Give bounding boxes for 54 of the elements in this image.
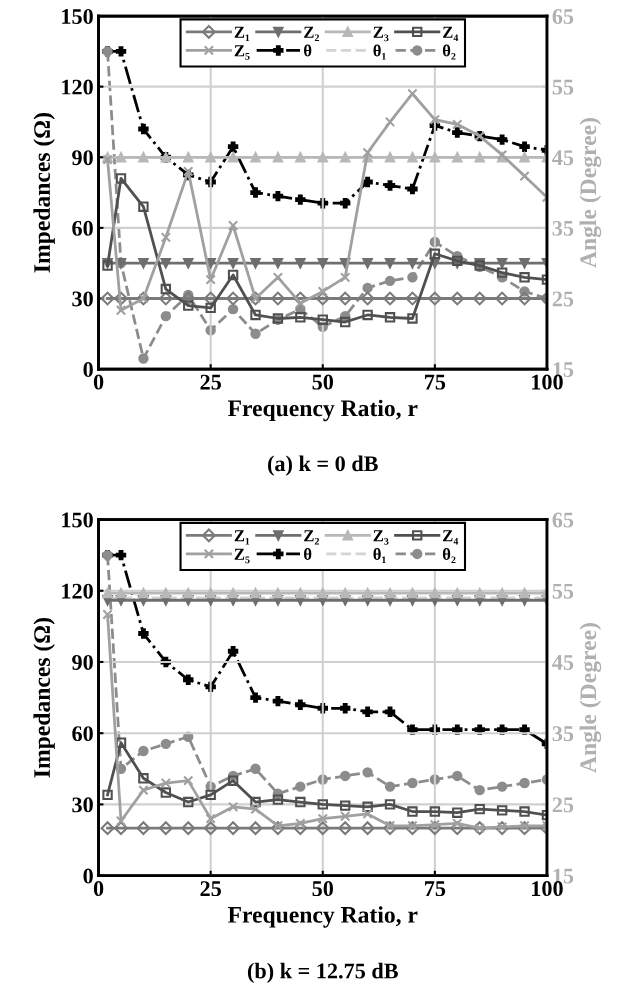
x-axis-title: Frequency Ratio, r: [227, 399, 418, 422]
y2-tick-label: 55: [552, 583, 574, 599]
legend-label: θ: [304, 548, 312, 560]
x-tick-label: 0: [93, 881, 104, 897]
y-tick-label: 150: [62, 8, 93, 24]
y-tick-label: 120: [62, 583, 93, 599]
legend-label: Z₅: [234, 548, 250, 564]
text: (a) k = 0 dB: [268, 455, 378, 476]
y2-tick-label: 25: [552, 797, 574, 813]
y2-axis-title: Angle (Degree): [579, 118, 602, 268]
y-tick-label: 150: [62, 512, 93, 528]
text: (b) k = 12.75 dB: [247, 962, 398, 984]
legend-label: θ₂: [442, 44, 456, 60]
legend-label: θ₁: [373, 548, 386, 564]
y2-axis-title: Angle (Degree): [579, 623, 602, 773]
x-tick-label: 75: [425, 881, 446, 897]
legend-label: θ₁: [373, 44, 386, 60]
y2-tick-label: 65: [552, 9, 574, 24]
y-tick-label: 30: [72, 291, 93, 307]
legend-label: θ₂: [442, 548, 456, 564]
legend-label: Z₄: [443, 530, 459, 545]
legend-label: Z₁: [234, 530, 250, 545]
legend-label: Z₅: [234, 45, 250, 60]
x-tick-label: 50: [312, 881, 334, 897]
y2-tick-label: 65: [552, 512, 574, 528]
legend-label: Z₁: [234, 26, 250, 42]
x-tick-label: 50: [312, 374, 334, 390]
legend-label: Z₂: [304, 530, 320, 545]
x-axis-title: Frequency Ratio, r: [227, 906, 418, 928]
y-tick-label: 0: [83, 362, 93, 378]
y2-tick-label: 25: [552, 291, 574, 307]
y-axis-title: Impedances (Ω): [33, 113, 55, 273]
y2-tick-label: 35: [552, 220, 574, 236]
x-tick-label: 0: [93, 374, 104, 390]
x-tick-label: 75: [425, 374, 446, 390]
y-tick-label: 60: [72, 726, 93, 742]
y-tick-label: 90: [72, 654, 93, 670]
x-tick-label: 25: [200, 374, 221, 390]
y-tick-label: 60: [72, 220, 93, 236]
legend-label: Z₄: [443, 26, 459, 42]
y2-tick-label: 55: [552, 79, 574, 95]
legend-label: θ: [304, 44, 312, 57]
y-tick-label: 30: [72, 797, 93, 813]
legend-label: Z₃: [373, 26, 389, 42]
y-axis-title: Impedances (Ω): [33, 618, 55, 778]
y2-tick-label: 45: [552, 655, 574, 670]
y-tick-label: 90: [72, 150, 93, 166]
y-tick-label: 0: [83, 868, 93, 884]
y-tick-label: 120: [62, 79, 93, 95]
y2-tick-label: 45: [552, 150, 574, 166]
y2-tick-label: 35: [552, 726, 574, 742]
legend-label: Z₃: [373, 530, 389, 545]
x-tick-label: 25: [200, 881, 221, 897]
legend-label: Z₂: [304, 26, 320, 42]
